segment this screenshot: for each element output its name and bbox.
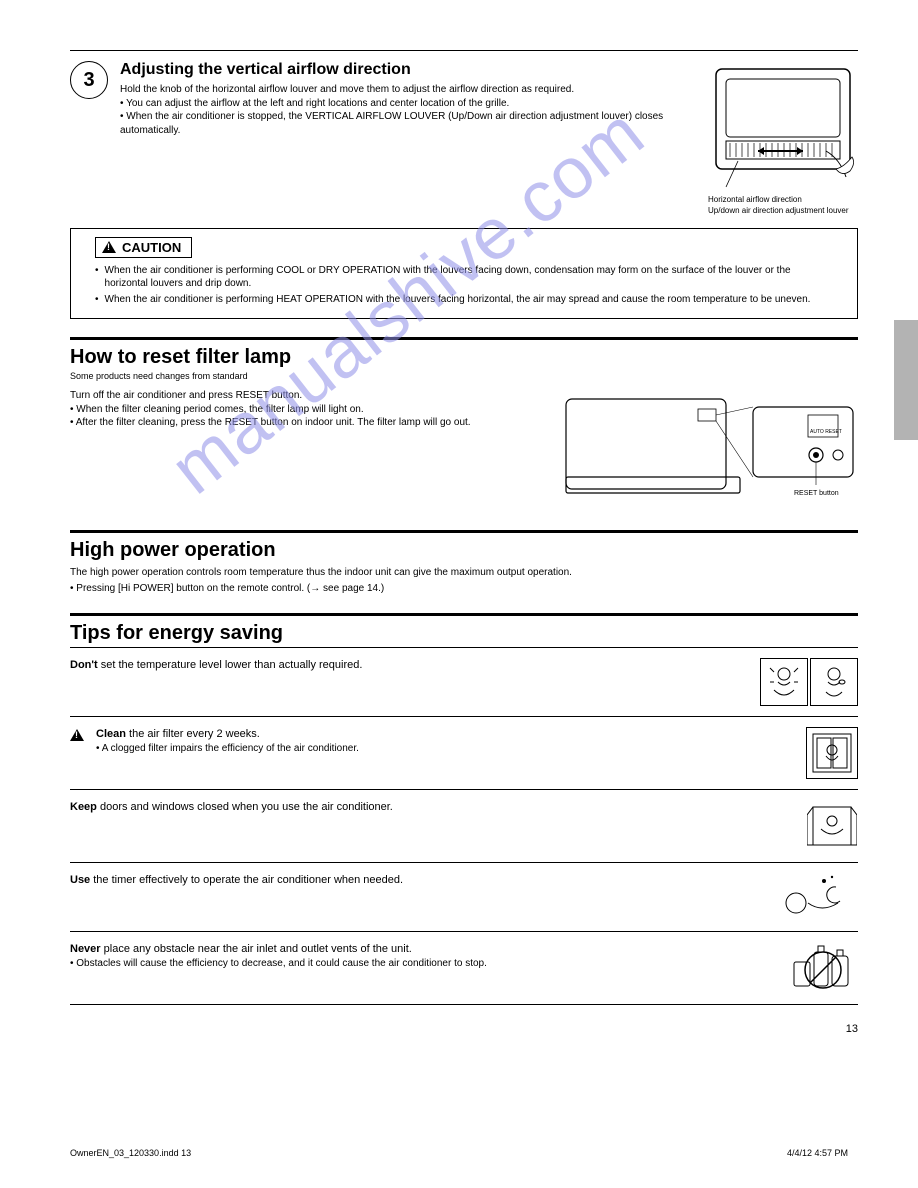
tip-row-3: Use the timer effectively to operate the… — [70, 863, 858, 931]
highpower-hint: • Pressing [Hi POWER] button on the remo… — [70, 582, 858, 596]
tip-text: Never place any obstacle near the air in… — [70, 942, 746, 970]
divider-thick — [70, 337, 858, 340]
step-number-badge: 3 — [70, 61, 108, 99]
sleep-icon — [778, 873, 858, 921]
no-obstacle-icon — [788, 942, 858, 994]
highpower-body: The high power operation controls room t… — [70, 566, 858, 580]
divider-thick — [70, 530, 858, 533]
tip-icon-bottles — [758, 942, 858, 994]
tip-row-4: Never place any obstacle near the air in… — [70, 932, 858, 1004]
warning-icon — [70, 729, 84, 744]
tip-text: Don't set the temperature level lower th… — [70, 658, 746, 673]
footer-right: 4/4/12 4:57 PM — [787, 1148, 848, 1158]
filter-row: Turn off the air conditioner and press R… — [70, 389, 858, 512]
caution-item-0: •When the air conditioner is performing … — [95, 264, 833, 291]
step-title: Adjusting the vertical airflow direction — [120, 61, 696, 79]
filter-line-2: • After the filter cleaning, press the R… — [70, 416, 542, 430]
tip-row-2: Keep doors and windows closed when you u… — [70, 790, 858, 862]
footer-left: OwnerEN_03_120330.indd 13 — [70, 1148, 191, 1158]
tip-icon-window — [758, 800, 858, 852]
reset-figure: RESET button AUTO RESET — [558, 389, 858, 512]
open-window-icon — [806, 800, 858, 852]
step-text-1: • You can adjust the airflow at the left… — [120, 97, 696, 111]
section-subtitle: Some products need changes from standard — [70, 371, 858, 381]
highpower-section: High power operation The high power oper… — [70, 539, 858, 595]
tip-text: Keep doors and windows closed when you u… — [70, 800, 746, 815]
side-tab — [894, 320, 918, 440]
page: manualshive.com { "watermark": "manualsh… — [0, 0, 918, 1188]
step-body: Adjusting the vertical airflow direction… — [120, 61, 696, 137]
tip-icon-window — [758, 727, 858, 779]
tip-icon-cold-hot — [758, 658, 858, 706]
step-section: 3 Adjusting the vertical airflow directi… — [70, 61, 858, 319]
tip-row-1: Clean the air filter every 2 weeks. • A … — [70, 717, 858, 789]
ac-unit-icon — [708, 61, 858, 191]
filter-section: How to reset filter lamp Some products n… — [70, 346, 858, 512]
tip-icon-sleep — [758, 873, 858, 921]
fig-caption-bottom: Up/down air direction adjustment louver — [708, 207, 858, 216]
section-title: How to reset filter lamp — [70, 346, 858, 369]
window-icon — [806, 727, 858, 779]
divider-thick — [70, 613, 858, 616]
auto-reset-label: AUTO RESET — [810, 429, 842, 435]
step-text-0: Hold the knob of the horizontal airflow … — [120, 83, 696, 97]
cold-person-icon — [760, 658, 808, 706]
reset-diagram-icon: RESET button AUTO RESET — [558, 389, 858, 509]
caution-box: CAUTION •When the air conditioner is per… — [70, 228, 858, 320]
caution-label-text: CAUTION — [122, 240, 181, 255]
filter-line-1: • When the filter cleaning period comes,… — [70, 403, 542, 417]
divider — [70, 50, 858, 51]
step-text-2: • When the air conditioner is stopped, t… — [120, 110, 696, 137]
page-footer: OwnerEN_03_120330.indd 13 4/4/12 4:57 PM — [0, 1148, 918, 1158]
tip-text: Clean the air filter every 2 weeks. • A … — [96, 727, 746, 755]
tips-section: Tips for energy saving Don't set the tem… — [70, 622, 858, 1005]
caution-label: CAUTION — [95, 237, 192, 258]
filter-text: Turn off the air conditioner and press R… — [70, 389, 542, 430]
tip-row-0: Don't set the temperature level lower th… — [70, 648, 858, 716]
caution-item-1: •When the air conditioner is performing … — [95, 293, 833, 307]
section-title: High power operation — [70, 539, 858, 562]
divider — [70, 1004, 858, 1005]
reset-button-label: RESET button — [794, 490, 839, 497]
warning-icon — [102, 241, 116, 253]
section-title: Tips for energy saving — [70, 622, 858, 645]
tip-text: Use the timer effectively to operate the… — [70, 873, 746, 888]
filter-line-0: Turn off the air conditioner and press R… — [70, 389, 542, 403]
hot-person-icon — [810, 658, 858, 706]
step-row: 3 Adjusting the vertical airflow directi… — [70, 61, 858, 216]
fig-caption-top: Horizontal airflow direction — [708, 196, 858, 205]
airflow-figure: Horizontal airflow direction Up/down air… — [708, 61, 858, 216]
page-number: 13 — [70, 1023, 858, 1035]
